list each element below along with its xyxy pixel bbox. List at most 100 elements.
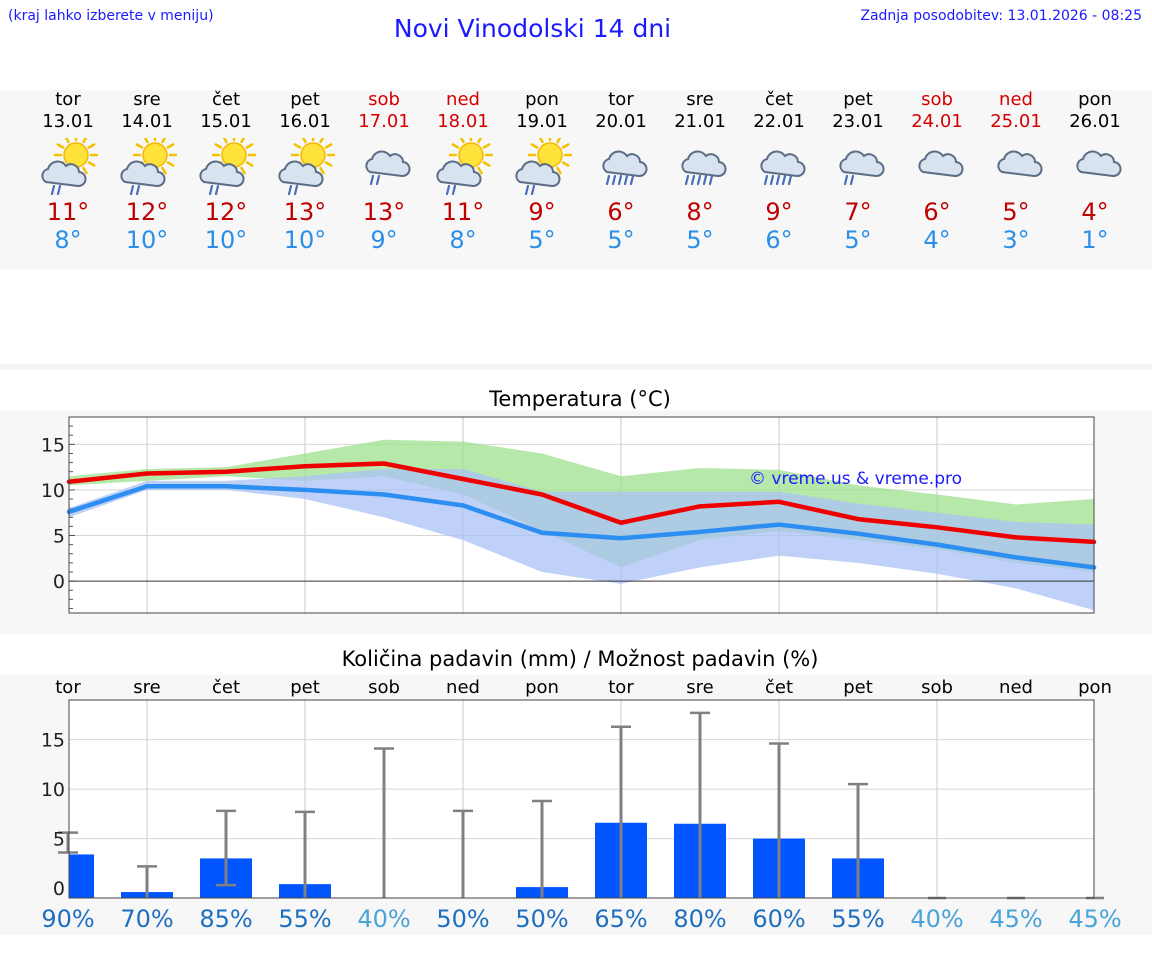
day-date: 13.01: [42, 111, 94, 132]
day-name: pet: [290, 89, 320, 110]
error-bar: [216, 809, 236, 887]
precipitation-probability: 55%: [831, 905, 885, 933]
precipitation-chart-title: Količina padavin (mm) / Možnost padavin …: [341, 647, 819, 671]
day-date: 19.01: [516, 111, 568, 132]
day-name: sre: [133, 89, 161, 110]
day-date: 24.01: [911, 111, 963, 132]
day-date: 18.01: [437, 111, 489, 132]
precipitation-probability: 70%: [120, 905, 174, 933]
precipitation-probability: 65%: [594, 905, 648, 933]
y-tick-label: 10: [41, 779, 65, 801]
max-temperature: 6°: [607, 198, 635, 226]
error-bar: [374, 747, 394, 898]
max-temperature: 4°: [1081, 198, 1109, 226]
max-temperature: 8°: [686, 198, 714, 226]
cloud-icon: [1067, 138, 1125, 196]
sun-cloud-rain-icon: [40, 132, 98, 196]
category-label: sob: [368, 677, 400, 698]
precipitation-probability: 40%: [357, 905, 411, 933]
watermark: © vreme.us & vreme.pro: [749, 469, 962, 489]
category-label: pet: [290, 677, 320, 698]
precipitation-probability: 50%: [436, 905, 490, 933]
precipitation-probability: 45%: [1068, 905, 1122, 933]
day-date: 17.01: [358, 111, 410, 132]
plot-frame: [68, 699, 1095, 899]
temperature-chart-title: Temperatura (°C): [489, 387, 671, 411]
error-bar: [532, 799, 552, 898]
error-bar: [848, 782, 868, 898]
day-name: ned: [999, 89, 1033, 110]
day-name: pon: [1078, 89, 1112, 110]
category-label: ned: [446, 677, 480, 698]
min-temperature: 5°: [844, 226, 872, 254]
precipitation-probability: 60%: [752, 905, 806, 933]
min-temperature: 9°: [370, 226, 398, 254]
max-temperature: 13°: [283, 198, 327, 226]
max-temperature: 11°: [46, 198, 90, 226]
max-temperature: 11°: [441, 198, 485, 226]
max-temperature: 13°: [362, 198, 406, 226]
day-date: 26.01: [1069, 111, 1121, 132]
error-bar: [295, 810, 315, 898]
category-label: čet: [212, 677, 240, 698]
min-temperature: 10°: [283, 226, 327, 254]
min-temperature: 8°: [54, 226, 82, 254]
precipitation-probability: 50%: [515, 905, 569, 933]
temperature-chart: 15 10 5 0 © vreme.us & vreme.pro: [41, 416, 1097, 614]
category-label: sre: [133, 677, 160, 698]
category-label: sob: [921, 677, 953, 698]
day-name: tor: [608, 89, 634, 110]
max-temperature: 12°: [204, 198, 248, 226]
day-date: 15.01: [200, 111, 252, 132]
max-temperature: 9°: [765, 198, 793, 226]
precipitation-probability: 80%: [673, 905, 727, 933]
sun-cloud-rain-icon: [198, 132, 256, 196]
min-temperature: 1°: [1081, 226, 1109, 254]
max-temperature: 12°: [125, 198, 169, 226]
error-bar: [690, 711, 710, 898]
day-name: čet: [764, 89, 794, 110]
sun-cloud-rain-icon: [514, 132, 572, 196]
cloud-rain-icon: [356, 138, 414, 196]
min-temperature: 3°: [1002, 226, 1030, 254]
y-tick-label: 5: [53, 829, 65, 851]
page-title: Novi Vinodolski 14 dni: [393, 14, 672, 43]
day-date: 22.01: [753, 111, 805, 132]
sun-cloud-rain-icon: [119, 132, 177, 196]
y-tick-label: 0: [53, 571, 65, 593]
day-name: pet: [843, 89, 873, 110]
day-name: sob: [921, 89, 953, 110]
precipitation-probability: 40%: [910, 905, 964, 933]
min-temperature: 4°: [923, 226, 951, 254]
max-temperature: 9°: [528, 198, 556, 226]
error-bar: [58, 831, 78, 854]
error-bar: [611, 725, 631, 898]
cloud-icon: [909, 138, 967, 196]
precipitation-bar: [69, 854, 94, 899]
cloud-heavy-rain-icon: [751, 138, 809, 196]
day-name: čet: [211, 89, 241, 110]
precipitation-probability: 85%: [199, 905, 253, 933]
precipitation-probability: 45%: [989, 905, 1043, 933]
separator: [0, 364, 1152, 370]
y-tick-label: 10: [41, 480, 65, 502]
max-temperature: 5°: [1002, 198, 1030, 226]
sun-cloud-rain-icon: [435, 132, 493, 196]
category-label: pon: [525, 677, 559, 698]
error-bar: [769, 742, 789, 898]
last-update: Zadnja posodobitev: 13.01.2026 - 08:25: [860, 8, 1142, 24]
category-label: sre: [686, 677, 713, 698]
day-date: 16.01: [279, 111, 331, 132]
day-name: pon: [525, 89, 559, 110]
min-temperature: 8°: [449, 226, 477, 254]
day-name: tor: [55, 89, 81, 110]
min-temperature-line: [66, 484, 1097, 570]
day-date: 20.01: [595, 111, 647, 132]
error-bar: [137, 865, 157, 898]
y-tick-label: 0: [53, 878, 65, 900]
cloud-rain-icon: [830, 138, 888, 196]
day-name: sre: [686, 89, 714, 110]
precipitation-probability: 55%: [278, 905, 332, 933]
day-date: 25.01: [990, 111, 1042, 132]
category-label: tor: [55, 677, 81, 698]
